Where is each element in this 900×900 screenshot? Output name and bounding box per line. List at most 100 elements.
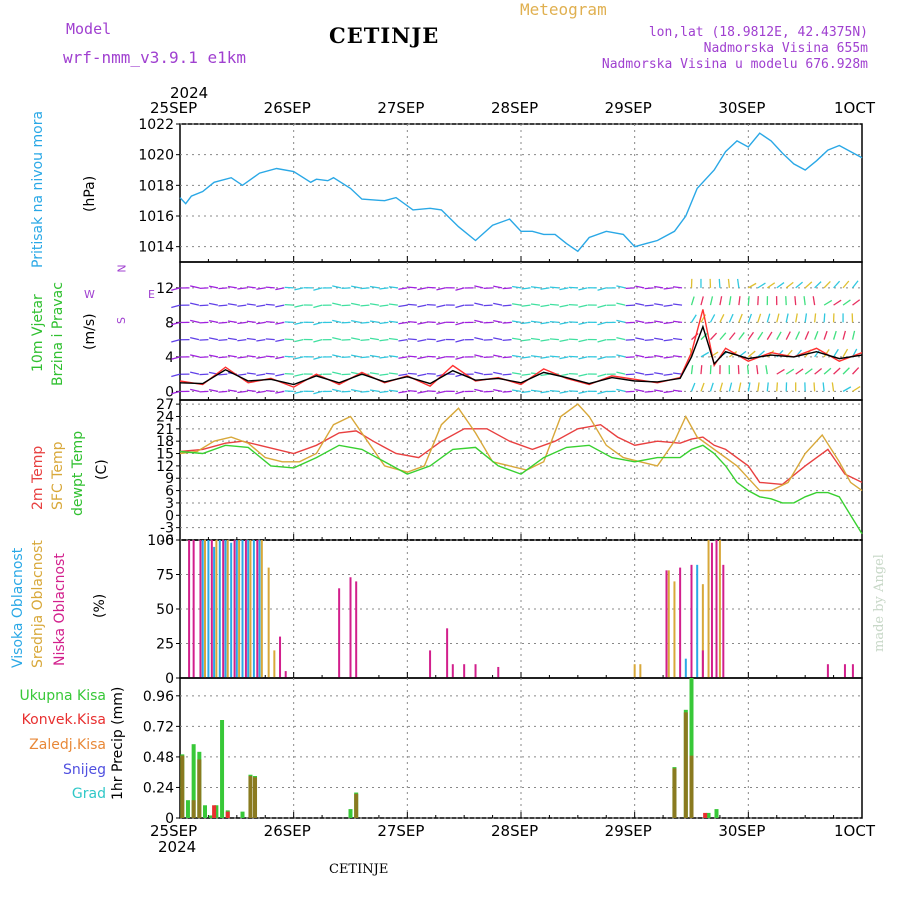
wind-arrow	[540, 321, 550, 325]
wind-arrow	[654, 372, 664, 375]
pressure-ytick-label: 1020	[138, 148, 174, 164]
wind-arrow	[700, 351, 710, 358]
wind-arrow	[540, 373, 550, 377]
wind-arrow	[521, 390, 531, 394]
wind-arrow	[663, 304, 673, 307]
wind-arrow	[237, 390, 247, 394]
wind-arrow	[616, 285, 626, 289]
wind-arrow	[407, 355, 417, 358]
wind-arrow	[521, 356, 531, 359]
wind-arrow	[654, 389, 664, 393]
wind-arrow	[218, 304, 228, 307]
cloud-bar	[338, 588, 341, 678]
wind-arrow	[294, 373, 304, 377]
wind-arrow	[275, 373, 285, 377]
wind-arrow	[709, 296, 714, 306]
wind-arrow	[690, 314, 697, 323]
wind-arrow	[218, 356, 228, 359]
wind-arrow	[709, 382, 714, 392]
wind-arrow	[673, 303, 683, 306]
cloud-bar	[429, 650, 432, 678]
wind-arrow	[474, 354, 484, 358]
wind-arrow	[171, 321, 181, 326]
wind-ytick-label: 12	[156, 281, 174, 297]
wind-arrow	[654, 285, 664, 289]
wind-arrow	[597, 304, 607, 309]
wind-arrow	[747, 382, 751, 392]
wind-arrow	[578, 304, 588, 308]
cloud-bar	[843, 664, 846, 678]
precip-bar	[689, 755, 694, 818]
wind-arrow	[275, 287, 285, 291]
elevation-text: Nadmorska Visina 655m	[703, 41, 868, 56]
wind-arrow	[237, 356, 247, 359]
wind-frame	[179, 261, 863, 401]
wind-arrow	[332, 388, 342, 393]
temperature-series-line	[179, 403, 863, 492]
wind-arrow	[549, 389, 559, 393]
product-title: Meteogram	[520, 0, 607, 19]
wind-arrow	[747, 350, 756, 358]
wind-arrow	[360, 287, 370, 290]
wind-arrow	[746, 365, 749, 375]
wind-arrow	[360, 390, 370, 393]
wind-arrow	[351, 285, 361, 289]
wind-arrow	[265, 303, 275, 306]
wind-arrow	[578, 356, 588, 360]
wind-arrow	[369, 320, 380, 324]
precip-bar	[703, 812, 708, 818]
wind-arrow	[663, 321, 673, 325]
precip-bar	[191, 744, 196, 818]
temperature-ytick-label: 3	[165, 496, 174, 512]
bottom-date-label: 25SEP	[150, 822, 198, 840]
wind-arrow	[237, 304, 247, 307]
wind-arrow	[644, 287, 654, 290]
wind-arrow	[559, 321, 569, 325]
wind-arrow	[208, 354, 219, 358]
bottom-date-label: 28SEP	[491, 822, 539, 840]
wind-arrow	[256, 356, 266, 359]
wind-arrow	[474, 388, 484, 393]
wind-arrow	[748, 282, 757, 289]
wind-arrow	[549, 355, 559, 358]
precip-bar	[354, 793, 359, 818]
model-elevation-text: Nadmorska Visina u modelu 676.928m	[601, 57, 868, 72]
cloud-bar	[679, 567, 682, 678]
temperature-series-line	[179, 444, 863, 535]
wind-arrow	[190, 302, 200, 306]
wind-arrow	[738, 296, 741, 306]
wind-arrow	[766, 313, 771, 323]
wind-arrow	[794, 296, 797, 306]
wind-arrow	[673, 372, 683, 375]
wind-arrow	[852, 299, 861, 306]
wind-arrow	[795, 281, 804, 289]
wind-arrow	[313, 304, 323, 309]
cloud-bar	[639, 664, 642, 678]
precip-bar	[197, 759, 202, 818]
wind-arrow	[559, 287, 569, 291]
wind-arrow	[823, 299, 833, 306]
wind-arrow	[813, 313, 817, 323]
wind-arrow	[332, 371, 342, 375]
wind-arrow	[237, 338, 247, 342]
wind-arrow	[521, 287, 531, 290]
wind-arrow	[360, 356, 370, 359]
wind-arrow	[502, 321, 512, 324]
wind-arrow	[388, 355, 398, 358]
wind-arrow	[502, 338, 512, 342]
wind-arrow	[502, 373, 512, 376]
cloud-bar	[204, 540, 207, 678]
wind-arrow	[237, 287, 247, 290]
wind-arrow	[275, 321, 285, 325]
wind-arrow	[398, 287, 408, 290]
temperature-ytick-label: -6	[160, 533, 174, 549]
cloud-bar	[192, 540, 195, 678]
cloud-bar	[463, 664, 466, 678]
cloud-bar	[826, 664, 829, 678]
cloud-bar	[633, 664, 636, 678]
precip-bar	[689, 678, 694, 818]
wind-arrow	[227, 354, 237, 358]
wind-arrow	[663, 356, 673, 359]
temperature-ytick-label: 0	[165, 508, 174, 524]
